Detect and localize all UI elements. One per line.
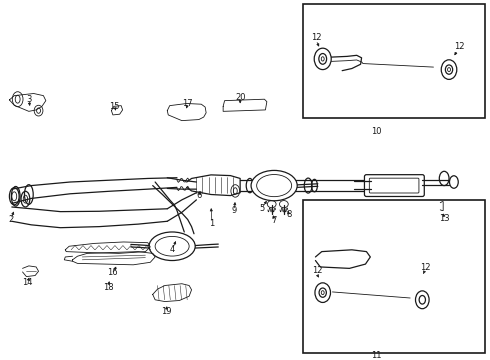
Text: 4: 4 (170, 245, 175, 254)
Text: 16: 16 (108, 268, 118, 277)
Text: 20: 20 (235, 93, 245, 102)
Text: 19: 19 (161, 307, 172, 316)
FancyBboxPatch shape (365, 175, 424, 197)
Ellipse shape (149, 232, 195, 261)
Bar (303, 200, 486, 353)
Text: 9: 9 (232, 206, 237, 215)
Text: 12: 12 (420, 263, 431, 272)
Text: 11: 11 (371, 351, 381, 360)
Text: 15: 15 (110, 102, 120, 111)
Text: 12: 12 (311, 33, 321, 42)
Bar (303, 4, 486, 118)
Text: 12: 12 (454, 42, 465, 51)
Text: 5: 5 (259, 204, 264, 213)
Ellipse shape (251, 170, 297, 201)
Text: 8: 8 (286, 210, 292, 219)
Text: 12: 12 (312, 266, 322, 275)
Text: 6: 6 (196, 191, 201, 200)
Text: 13: 13 (439, 214, 449, 223)
Text: 17: 17 (182, 99, 193, 108)
Text: 14: 14 (22, 278, 33, 287)
Text: 7: 7 (271, 216, 277, 225)
Text: 2: 2 (8, 215, 14, 224)
Text: 18: 18 (103, 283, 113, 292)
Text: 10: 10 (371, 127, 381, 136)
Text: 3: 3 (26, 95, 31, 104)
Text: 1: 1 (209, 219, 215, 228)
